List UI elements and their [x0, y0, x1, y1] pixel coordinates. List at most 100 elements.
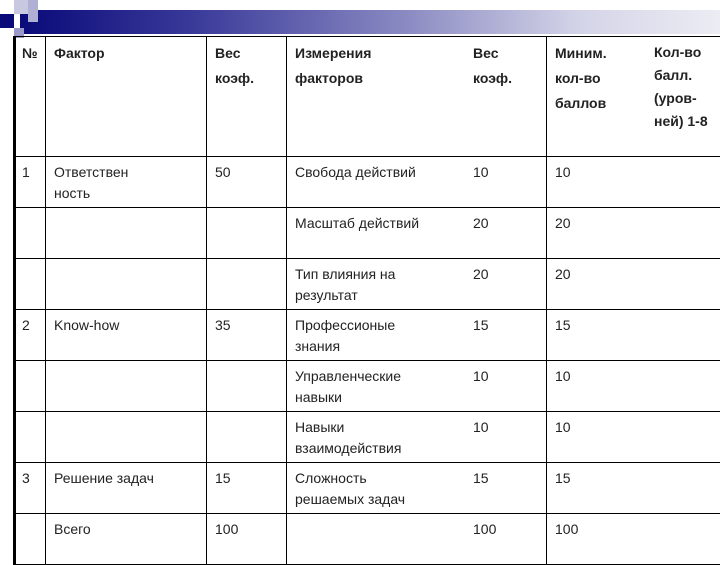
cell-weight [207, 361, 287, 412]
cell-no [15, 259, 46, 310]
cell-min: 100 [555, 519, 654, 540]
header-count: Кол-во балл. (уров-ней) 1-8 [654, 41, 716, 133]
cell-measure-weight: 100 [287, 514, 547, 565]
cell-measure: Тип влияния на результат [295, 264, 473, 306]
cell-no [15, 208, 46, 259]
cell-min-count: 10 [547, 361, 720, 412]
cell-weight2: 10 [473, 417, 489, 459]
cell-min: 20 [555, 264, 654, 285]
cell-measure-text: Профессионые знания [295, 315, 425, 357]
header-measure-l1: Измерения [295, 41, 473, 66]
cell-measure: Профессионые знания [295, 315, 473, 357]
cell-measure-text: Свобода действий [295, 162, 425, 183]
cell-weight2: 10 [473, 162, 489, 183]
cell-measure-weight: Масштаб действий 20 [287, 208, 547, 259]
cell-no [15, 361, 46, 412]
cell-measure: Свобода действий [295, 162, 473, 183]
cell-min: 10 [555, 162, 654, 183]
cell-measure-weight: Сложность решаемых задач 15 [287, 463, 547, 514]
cell-measure-text: Управленческие навыки [295, 366, 425, 408]
decorative-square [28, 0, 38, 22]
header-min-l1: Миним. [555, 41, 654, 66]
cell-min: 15 [555, 468, 654, 489]
cell-factor [46, 412, 207, 463]
cell-factor: Всего [46, 514, 207, 565]
cell-weight2: 20 [473, 213, 489, 234]
table-row: 3 Решение задач 15 Сложность решаемых за… [15, 463, 720, 514]
cell-min-count: 15 [547, 463, 720, 514]
cell-min-count: 10 [547, 157, 720, 208]
cell-weight2: 100 [473, 519, 496, 540]
cell-no: 1 [15, 157, 46, 208]
cell-min: 20 [555, 213, 654, 234]
cell-weight [207, 412, 287, 463]
cell-weight2: 15 [473, 315, 489, 357]
title-banner [20, 10, 720, 34]
cell-min: 10 [555, 366, 654, 387]
cell-weight: 100 [207, 514, 287, 565]
cell-factor [46, 361, 207, 412]
cell-measure: Управленческие навыки [295, 366, 473, 408]
header-weight2-l2: коэф. [473, 66, 512, 91]
header-factor: Фактор [46, 37, 207, 157]
header-measure-l2: факторов [295, 66, 473, 91]
cell-min-count: 10 [547, 412, 720, 463]
cell-no: 2 [15, 310, 46, 361]
cell-weight [207, 208, 287, 259]
decorative-square [0, 14, 14, 28]
table-row: Масштаб действий 20 20 [15, 208, 720, 259]
cell-factor: Решение задач [46, 463, 207, 514]
cell-measure [295, 519, 473, 540]
cell-measure: Сложность решаемых задач [295, 468, 473, 510]
cell-measure-weight: Свобода действий 10 [287, 157, 547, 208]
cell-factor-text: Know-how [54, 315, 154, 336]
header-weight2-l1: Вес [473, 41, 512, 66]
header-min-l3: баллов [555, 91, 654, 116]
cell-weight: 50 [207, 157, 287, 208]
cell-min-count: 20 [547, 208, 720, 259]
table-row: 1 Ответствен ность 50 Свобода действий 10… [15, 157, 720, 208]
cell-min: 10 [555, 417, 654, 438]
cell-factor [46, 208, 207, 259]
cell-measure-text: Масштаб действий [295, 213, 425, 234]
cell-measure-weight: Тип влияния на результат 20 [287, 259, 547, 310]
cell-measure: Масштаб действий [295, 213, 473, 234]
cell-measure-text: Навыки взаимодействия [295, 417, 425, 459]
cell-weight2: 10 [473, 366, 489, 408]
cell-no [15, 514, 46, 565]
decorative-square [14, 0, 28, 14]
cell-min: 15 [555, 315, 654, 336]
cell-min-count: 15 [547, 310, 720, 361]
table-row: Навыки взаимодействия 10 10 [15, 412, 720, 463]
cell-no: 3 [15, 463, 46, 514]
cell-factor-text: Решение задач [54, 468, 154, 489]
header-no: № [15, 37, 46, 157]
cell-min-count: 100 [547, 514, 720, 565]
table-row: Управленческие навыки 10 10 [15, 361, 720, 412]
cell-weight [207, 259, 287, 310]
cell-measure: Навыки взаимодействия [295, 417, 473, 459]
cell-factor-text: Всего [54, 519, 154, 540]
header-weight-l1: Вес [215, 41, 278, 66]
cell-factor [46, 259, 207, 310]
cell-measure-text: Тип влияния на результат [295, 264, 425, 306]
table-row: Тип влияния на результат 20 20 [15, 259, 720, 310]
cell-factor: Ответствен ность [46, 157, 207, 208]
cell-measure-weight: Навыки взаимодействия 10 [287, 412, 547, 463]
cell-weight: 15 [207, 463, 287, 514]
cell-weight2: 15 [473, 468, 489, 510]
table-row: Всего 100 100 100 [15, 514, 720, 565]
header-weight-l2: коэф. [215, 66, 278, 91]
cell-min-count: 20 [547, 259, 720, 310]
cell-weight2: 20 [473, 264, 489, 306]
cell-measure-text: Сложность решаемых задач [295, 468, 425, 510]
cell-factor-text: Ответствен ность [54, 162, 154, 204]
cell-no [15, 412, 46, 463]
header-min-l2: кол-во [555, 66, 654, 91]
